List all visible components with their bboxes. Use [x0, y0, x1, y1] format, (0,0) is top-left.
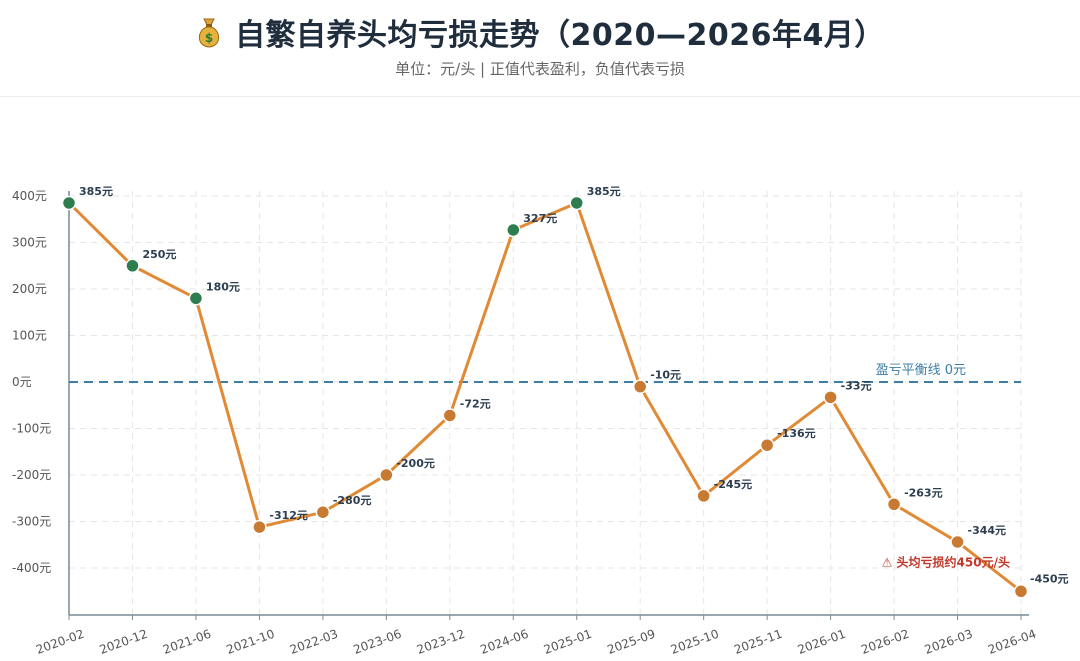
data-point: [252, 519, 267, 535]
data-label: -263元: [904, 486, 943, 499]
data-point: [442, 408, 458, 423]
data-label: -312元: [269, 509, 308, 522]
data-label: -200元: [396, 457, 435, 470]
data-label: 385元: [79, 185, 113, 198]
chart-subtitle: 单位：元/头 | 正值代表盈利，负值代表亏损: [395, 60, 685, 78]
data-point: [632, 379, 648, 394]
chart-title: 自繁自养头均亏损走势（2020—2026年4月）: [235, 18, 885, 53]
data-point: [823, 390, 838, 405]
data-point: [315, 504, 331, 520]
data-point: [696, 488, 711, 504]
y-axis: 400元 300元 200元 100元 0元 -100元 -200元 -300元 -400元: [12, 189, 70, 615]
x-tick-label: 2024-06: [478, 627, 530, 657]
line-chart: 400元 300元 200元 100元 0元 -100元 -200元 -300元 -400元 2…: [12, 185, 1069, 657]
chart-header: $ 自繁自养头均亏损走势（2020—2026年4月） 单位：元/头 | 正值代表…: [0, 0, 1080, 97]
data-points: [61, 195, 1029, 599]
data-label: -72元: [460, 397, 491, 410]
x-tick-label: 2023-06: [351, 627, 403, 657]
svg-text:$: $: [205, 31, 213, 45]
grid-lines: [69, 191, 1022, 615]
x-tick-label: 2026-03: [923, 627, 975, 657]
annotation: ⚠ 头均亏损约450元/头: [882, 554, 1010, 569]
y-tick-label: 100元: [12, 329, 47, 343]
x-tick-label: 2025-10: [669, 627, 721, 657]
title-row: $ 自繁自养头均亏损走势（2020—2026年4月）: [0, 10, 1080, 54]
y-tick-label: 200元: [12, 282, 47, 296]
x-tick-label: 2025-01: [542, 627, 594, 657]
data-label: 385元: [587, 185, 621, 198]
data-label: -245元: [714, 478, 753, 491]
y-tick-label: -100元: [12, 422, 51, 436]
y-tick-label: -200元: [12, 468, 51, 482]
data-point: [125, 258, 140, 273]
y-tick-label: 0元: [12, 375, 32, 389]
series-line: [67, 201, 1022, 593]
data-point: [569, 195, 584, 211]
data-point: [759, 437, 775, 453]
x-tick-label: 2026-04: [986, 627, 1038, 657]
breakeven-reference: 盈亏平衡线 0元: [69, 363, 1021, 383]
x-tick-label: 2022-03: [288, 627, 340, 657]
data-label: -280元: [333, 494, 372, 507]
data-label: -33元: [841, 379, 872, 392]
x-tick-label: 2026-01: [796, 627, 848, 657]
data-label: 327元: [523, 212, 557, 225]
data-label: -136元: [777, 427, 816, 440]
data-point: [379, 467, 394, 483]
x-tick-label: 2021-06: [161, 627, 213, 657]
warning-annotation: ⚠ 头均亏损约450元/头: [882, 554, 1010, 569]
data-labels: 385元 250元 180元 -312元 -280元 -200元 -72元 327元 385元 -…: [79, 185, 1069, 585]
data-label: -344元: [968, 524, 1007, 537]
data-point: [506, 222, 521, 238]
data-label: -450元: [1030, 572, 1069, 585]
series-polyline: [67, 201, 1022, 593]
data-point: [950, 534, 965, 550]
x-tick-label: 2021-10: [225, 627, 277, 657]
x-tick-label: 2020-02: [34, 627, 86, 657]
data-label: -10元: [650, 369, 681, 382]
data-point: [188, 291, 204, 306]
x-tick-label: 2025-11: [732, 627, 784, 657]
breakeven-label: 盈亏平衡线 0元: [876, 363, 966, 378]
y-tick-label: -400元: [12, 561, 51, 575]
money-bag-icon: $: [198, 18, 220, 48]
x-tick-label: 2020-12: [98, 627, 150, 657]
x-tick-label: 2026-02: [859, 627, 911, 657]
y-tick-label: 300元: [12, 236, 47, 250]
x-tick-label: 2025-09: [605, 627, 657, 657]
data-point: [1013, 584, 1029, 599]
y-tick-label: 400元: [12, 189, 47, 203]
y-tick-label: -300元: [12, 515, 51, 529]
x-tick-label: 2023-12: [415, 627, 467, 657]
data-point: [61, 195, 77, 211]
data-label: 250元: [142, 248, 176, 261]
data-label: 180元: [206, 280, 240, 293]
x-axis: 2020-02 2020-12 2021-06 2021-10 2022-03 2023-…: [34, 614, 1038, 657]
data-point: [886, 497, 902, 512]
